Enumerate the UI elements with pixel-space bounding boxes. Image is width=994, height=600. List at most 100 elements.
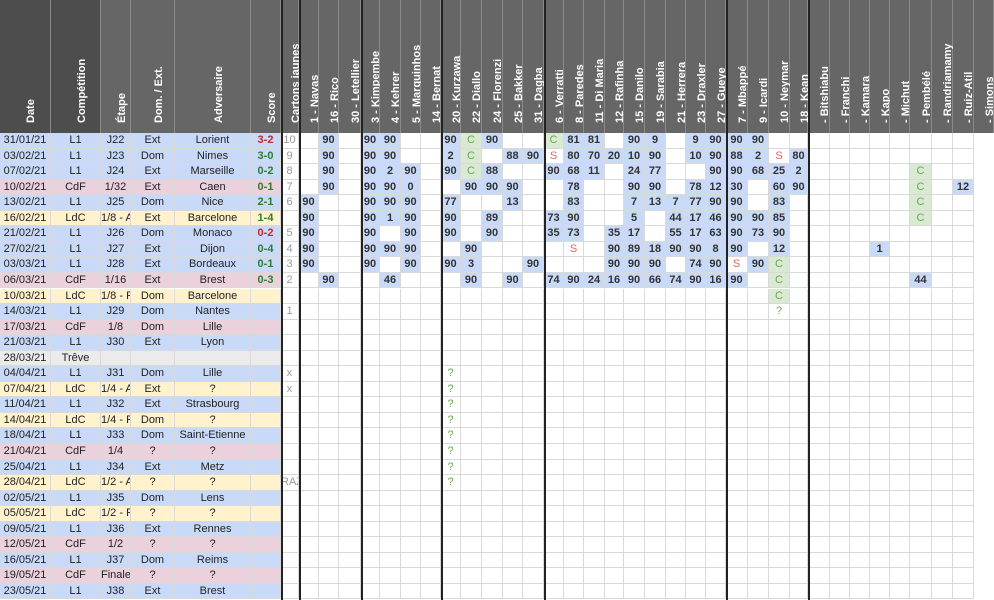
cell-player-37[interactable]: C [910, 195, 932, 211]
cell-player-8[interactable] [319, 381, 339, 398]
cell-player-19[interactable] [544, 459, 564, 476]
cell-date[interactable]: 02/05/21 [0, 490, 51, 507]
cell-date[interactable]: 14/03/21 [0, 304, 51, 320]
column-header[interactable]: 20 - Kurzawa [441, 0, 463, 133]
cell-cj[interactable] [281, 335, 299, 351]
cell-player-17[interactable] [503, 537, 523, 553]
cell-player-11[interactable]: 1 [380, 210, 401, 227]
cell-player-19[interactable] [544, 241, 564, 258]
cell-comp[interactable]: CdF [51, 272, 101, 289]
table-row[interactable]: 21/03/21 L1 J30 Ext Lyon [0, 335, 994, 351]
cell-player-25[interactable]: 74 [666, 272, 686, 289]
cell-player-20[interactable] [564, 552, 584, 569]
cell-comp[interactable]: L1 [51, 241, 101, 258]
cell-player-18[interactable] [523, 304, 544, 320]
cell-player-28[interactable] [726, 304, 748, 320]
cell-player-28[interactable]: 90 [726, 195, 748, 211]
cell-date[interactable]: 07/02/21 [0, 164, 51, 180]
cell-player-35[interactable] [870, 397, 890, 413]
cell-player-13[interactable] [421, 288, 441, 304]
cell-player-28[interactable] [726, 475, 748, 491]
cell-player-34[interactable] [850, 288, 870, 304]
table-row[interactable]: 04/04/21 L1 J31 Dom Lille x? [0, 366, 994, 382]
cell-player-23[interactable] [624, 537, 645, 553]
cell-comp[interactable]: CdF [51, 444, 101, 460]
column-header[interactable]: 25 - Bakker [503, 0, 525, 133]
cell-player-8[interactable] [319, 366, 339, 382]
cell-player-19[interactable] [544, 490, 564, 507]
cell-lieu[interactable]: Ext [131, 521, 175, 538]
cell-player-31[interactable] [790, 490, 808, 507]
cell-player-28[interactable] [726, 583, 748, 600]
cell-player-35[interactable] [870, 521, 890, 538]
cell-player-29[interactable] [748, 179, 769, 196]
cell-player-10[interactable] [361, 568, 380, 584]
cell-player-35[interactable] [870, 490, 890, 507]
cell-etape[interactable]: J30 [101, 335, 131, 351]
cell-player-37[interactable] [910, 133, 932, 149]
cell-player-31[interactable]: 80 [790, 148, 808, 165]
cell-player-30[interactable]: C [769, 288, 790, 304]
cell-etape[interactable]: 1/16 [101, 272, 131, 289]
column-header[interactable]: - Franchi [830, 0, 852, 133]
cell-player-19[interactable] [544, 304, 564, 320]
cell-player-16[interactable] [482, 506, 503, 522]
cell-player-23[interactable] [624, 381, 645, 398]
cell-player-38[interactable] [932, 366, 953, 382]
cell-player-35[interactable] [870, 164, 890, 180]
cell-player-18[interactable] [523, 381, 544, 398]
table-row[interactable]: 25/04/21 L1 J34 Ext Metz? [0, 459, 994, 476]
cell-player-18[interactable] [523, 164, 544, 180]
cell-player-19[interactable]: 73 [544, 210, 564, 227]
cell-player-19[interactable]: 74 [544, 272, 564, 289]
cell-player-30[interactable] [769, 366, 790, 382]
cell-player-38[interactable] [932, 288, 953, 304]
table-row[interactable]: 21/02/21 L1 J26 Dom Monaco 0-2 5 90 90 90 90 90 35 73… [0, 226, 994, 242]
cell-player-16[interactable] [482, 272, 503, 289]
cell-player-12[interactable]: 90 [401, 164, 421, 180]
cell-player-25[interactable] [666, 350, 686, 367]
cell-player-8[interactable] [319, 226, 339, 242]
cell-player-38[interactable] [932, 459, 953, 476]
cell-player-8[interactable] [319, 412, 339, 429]
cell-player-24[interactable] [645, 459, 666, 476]
cell-player-18[interactable] [523, 179, 544, 196]
cell-player-36[interactable] [890, 475, 910, 491]
cell-player-7[interactable] [299, 490, 319, 507]
cell-comp[interactable]: L1 [51, 459, 101, 476]
cell-player-12[interactable]: 90 [401, 195, 421, 211]
cell-player-10[interactable]: 90 [361, 195, 380, 211]
cell-player-17[interactable] [503, 241, 523, 258]
cell-player-14[interactable] [441, 521, 461, 538]
cell-player-33[interactable] [830, 226, 850, 242]
cell-player-27[interactable] [706, 521, 726, 538]
cell-comp[interactable]: LdC [51, 210, 101, 227]
cell-player-34[interactable] [850, 459, 870, 476]
cell-player-28[interactable] [726, 335, 748, 351]
cell-player-7[interactable] [299, 521, 319, 538]
cell-adv[interactable]: Nice [175, 195, 251, 211]
cell-player-34[interactable] [850, 164, 870, 180]
cell-player-36[interactable] [890, 133, 910, 149]
cell-player-18[interactable] [523, 568, 544, 584]
cell-player-31[interactable] [790, 537, 808, 553]
cell-player-26[interactable]: 74 [686, 257, 706, 273]
cell-player-7[interactable] [299, 381, 319, 398]
cell-player-36[interactable] [890, 272, 910, 289]
cell-player-37[interactable]: 44 [910, 272, 932, 289]
cell-player-28[interactable] [726, 366, 748, 382]
cell-player-30[interactable]: 60 [769, 179, 790, 196]
cell-player-7[interactable] [299, 537, 319, 553]
cell-player-21[interactable]: 70 [584, 148, 605, 165]
cell-player-18[interactable] [523, 490, 544, 507]
cell-player-12[interactable] [401, 459, 421, 476]
cell-player-20[interactable] [564, 490, 584, 507]
cell-player-14[interactable] [441, 552, 461, 569]
cell-player-13[interactable] [421, 568, 441, 584]
cell-player-26[interactable] [686, 506, 706, 522]
cell-player-16[interactable] [482, 319, 503, 336]
cell-player-29[interactable] [748, 381, 769, 398]
cell-player-22[interactable] [605, 350, 624, 367]
cell-player-29[interactable] [748, 552, 769, 569]
